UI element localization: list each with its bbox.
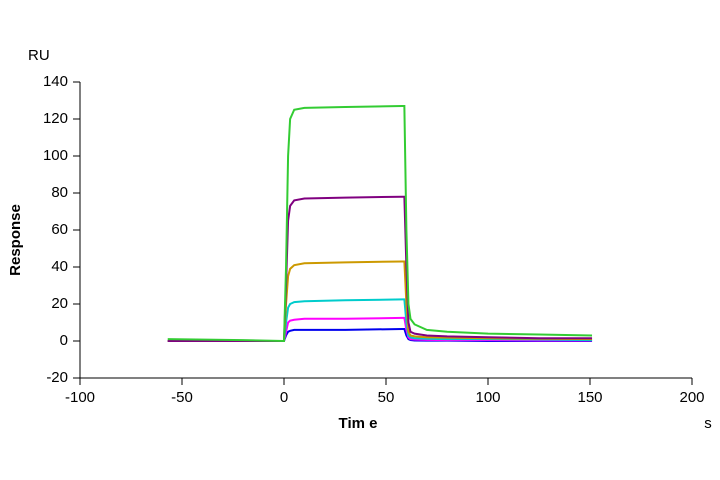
y-unit: RU	[28, 47, 50, 64]
x-tick-label: 0	[280, 389, 288, 406]
y-tick-label: 60	[51, 221, 68, 238]
y-axis-label: Response	[7, 204, 24, 276]
x-tick-label: 200	[679, 389, 704, 406]
y-tick-label: 140	[43, 73, 68, 90]
series-line	[167, 298, 593, 342]
x-tick-label: -100	[65, 389, 95, 406]
y-tick-label: 20	[51, 295, 68, 312]
y-tick-label: -20	[46, 369, 68, 386]
x-tick-label: -50	[171, 389, 193, 406]
x-tick-label: 100	[475, 389, 500, 406]
x-axis-label: Tim e	[339, 415, 378, 432]
series-line	[167, 195, 593, 342]
series-line	[167, 105, 593, 343]
x-unit: s	[704, 415, 712, 432]
y-tick-label: 40	[51, 258, 68, 275]
x-tick-label: 50	[378, 389, 395, 406]
y-tick-label: 80	[51, 184, 68, 201]
y-tick-label: 100	[43, 147, 68, 164]
y-tick-label: 120	[43, 110, 68, 127]
x-tick-label: 150	[577, 389, 602, 406]
y-tick-label: 0	[60, 332, 68, 349]
